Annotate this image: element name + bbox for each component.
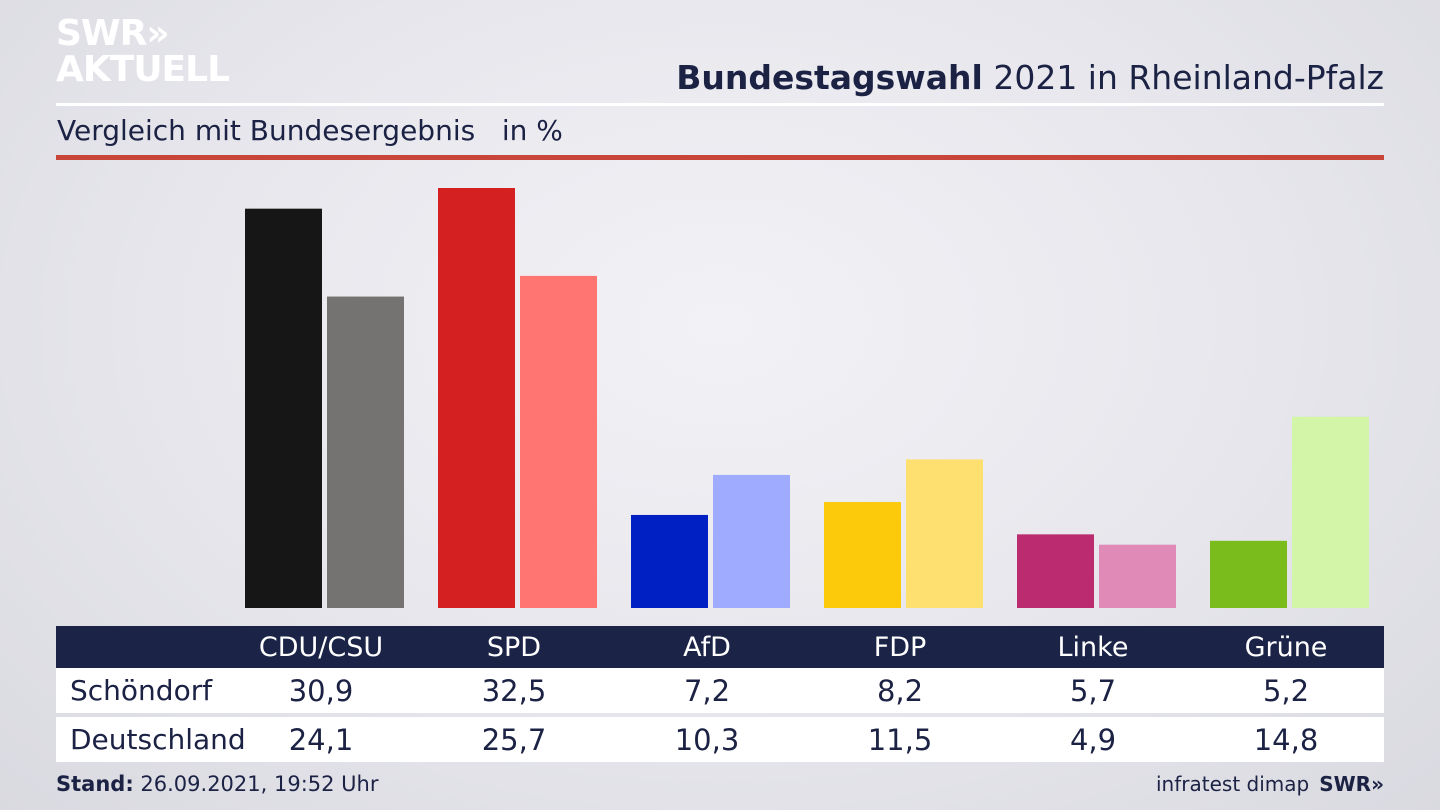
subtitle-divider [56,155,1384,160]
source-text: infratest dimap [1156,772,1310,796]
bar-spd-deutschland [520,275,597,608]
table-cell: 7,2 [683,673,731,708]
bar-grüne-deutschland [1292,416,1369,608]
table-cell: 5,7 [1069,673,1117,708]
bar-afd-schöndorf [631,514,708,608]
title-divider [56,103,1384,106]
swr-logo: SWR» [1319,772,1384,796]
bar-cdu-csu-deutschland [327,296,404,608]
table-row: Schöndorf 30,9 32,5 7,2 8,2 5,7 5,2 [56,668,1384,713]
chart-subtitle: Vergleich mit Bundesergebnis in % [57,114,563,147]
logo-line-2: AKTUELL [56,49,230,90]
table-cell: 32,5 [481,673,547,708]
timestamp: Stand: 26.09.2021, 19:52 Uhr [56,772,379,796]
table-cell: 4,9 [1069,722,1117,757]
table-cell: 11,5 [867,722,933,757]
logo-line-1: SWR» [56,13,170,54]
header-cell: Grüne [1244,631,1328,663]
header-cell: CDU/CSU [258,631,384,663]
table-cell: 24,1 [288,722,354,757]
page-title: Bundestagswahl 2021 in Rheinland-Pfalz [676,58,1384,97]
bar-cdu-csu-schöndorf [245,208,322,608]
bar-chart [245,188,1369,608]
table-row: Deutschland 24,1 25,7 10,3 11,5 4,9 14,8 [56,717,1384,762]
bar-spd-schöndorf [438,188,515,608]
source-credit: infratest dimap SWR» [1156,772,1384,796]
bar-grüne-schöndorf [1210,540,1287,608]
row-label: Schöndorf [70,674,213,707]
header-cell: SPD [486,631,542,663]
bar-fdp-schöndorf [824,502,901,608]
header-cell: AfD [683,631,731,663]
row-label: Deutschland [70,723,246,756]
table-cell: 5,2 [1262,673,1310,708]
table-cell: 8,2 [876,673,924,708]
bar-linke-deutschland [1099,544,1176,608]
bar-afd-deutschland [713,474,790,608]
bar-linke-schöndorf [1017,534,1094,608]
header-cell: FDP [873,631,927,663]
title-rest: 2021 in Rheinland-Pfalz [982,58,1384,97]
table-cell: 25,7 [481,722,547,757]
table-cell: 10,3 [674,722,740,757]
swr-aktuell-logo: SWR» AKTUELL [56,13,230,90]
table-header: CDU/CSU SPD AfD FDP Linke Grüne [56,626,1384,668]
header-cell: Linke [1057,631,1129,663]
table-cell: 14,8 [1253,722,1319,757]
table-cell: 30,9 [288,673,354,708]
stand-value: 26.09.2021, 19:52 Uhr [133,772,379,796]
bar-fdp-deutschland [906,459,983,608]
stand-label: Stand: [56,772,134,796]
title-bold: Bundestagswahl [676,58,983,97]
results-table: CDU/CSU SPD AfD FDP Linke Grüne Schöndor… [56,626,1384,762]
